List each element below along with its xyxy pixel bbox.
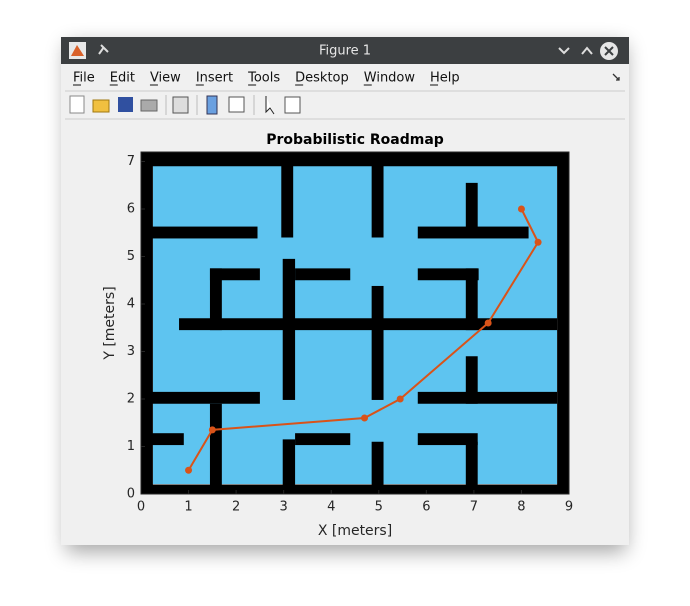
obstacle — [209, 268, 222, 331]
edit-plot-button[interactable] — [265, 96, 275, 115]
x-tick-label: 2 — [232, 500, 240, 515]
obstacle — [295, 268, 351, 281]
pin-icon[interactable] — [98, 44, 109, 55]
maximize-button[interactable] — [581, 46, 593, 55]
x-tick-label: 3 — [280, 500, 288, 515]
obstacle — [141, 484, 569, 494]
close-icon — [604, 46, 614, 56]
legend-button[interactable] — [228, 96, 245, 113]
x-tick-label: 4 — [327, 500, 335, 515]
save-button[interactable] — [118, 97, 133, 112]
menu-item[interactable]: Window — [364, 71, 416, 86]
y-tick-label: 0 — [127, 487, 135, 502]
path-node — [185, 466, 193, 474]
obstacle — [371, 285, 384, 400]
obstacle — [141, 152, 569, 167]
y-tick-label: 3 — [127, 344, 135, 359]
obstacle — [141, 433, 184, 446]
print-button[interactable] — [140, 99, 158, 112]
path-node — [534, 238, 542, 246]
obstacle — [209, 403, 222, 494]
y-tick-label: 4 — [127, 297, 135, 312]
obstacle — [141, 391, 260, 404]
new-figure-button[interactable] — [69, 95, 85, 114]
open-button[interactable] — [92, 99, 110, 113]
obstacle — [465, 182, 478, 238]
x-tick-label: 0 — [137, 500, 145, 515]
window-title: Figure 1 — [319, 44, 371, 59]
y-tick-label: 1 — [127, 439, 135, 454]
minimize-button[interactable] — [558, 47, 570, 55]
obstacle — [282, 258, 296, 400]
colorbar-button[interactable] — [206, 95, 218, 115]
menu-item[interactable]: View — [150, 71, 181, 86]
property-editor-button[interactable] — [284, 96, 301, 114]
path-node — [484, 319, 492, 327]
y-axis-label: Y [meters] — [102, 286, 118, 360]
path-node — [361, 414, 369, 422]
menu-item[interactable]: Edit — [110, 71, 135, 86]
path-node — [396, 395, 404, 403]
y-tick-label: 7 — [127, 154, 135, 169]
obstacle — [282, 439, 296, 494]
menu-bar: File Edit View Insert Tools Desktop Window Help — [73, 71, 460, 86]
obstacle — [465, 441, 478, 494]
menu-dock-arrow[interactable] — [612, 73, 620, 81]
menu-item[interactable]: Tools — [247, 71, 280, 86]
title-bar — [61, 37, 629, 64]
obstacle — [465, 356, 478, 404]
chart-title: Probabilistic Roadmap — [266, 132, 444, 148]
obstacle — [557, 152, 569, 494]
obstacle — [295, 433, 351, 446]
obstacle — [141, 226, 258, 239]
obstacle — [209, 268, 260, 281]
obstacle — [417, 433, 478, 446]
x-axis-label: X [meters] — [318, 523, 392, 539]
y-tick-label: 6 — [127, 202, 135, 217]
x-tick-label: 5 — [375, 500, 383, 515]
menu-item[interactable]: Help — [430, 71, 460, 86]
obstacle — [371, 152, 384, 238]
path-node — [517, 205, 525, 213]
x-tick-label: 9 — [565, 500, 573, 515]
obstacle — [141, 152, 153, 494]
obstacle — [465, 268, 478, 331]
obstacle — [417, 268, 479, 281]
obstacle — [371, 441, 384, 494]
x-tick-label: 8 — [517, 500, 525, 515]
x-tick-label: 1 — [184, 500, 192, 515]
path-node — [208, 426, 216, 434]
axes: 0 1 2 3 4 5 6 7 8 9 0 1 2 3 4 5 6 7 Probabilistic Roadmap X… — [102, 132, 573, 539]
menu-item[interactable]: Insert — [196, 71, 233, 86]
menu-item[interactable]: File — [73, 71, 95, 86]
obstacle — [281, 152, 294, 238]
obstacle — [417, 391, 558, 404]
app-icon-logo — [71, 45, 84, 56]
menu-item[interactable]: Desktop — [295, 71, 349, 86]
axes-box — [140, 151, 570, 495]
y-tick-label: 5 — [127, 249, 135, 264]
link-button[interactable] — [172, 96, 189, 114]
y-tick-label: 2 — [127, 392, 135, 407]
x-tick-label: 7 — [470, 500, 478, 515]
obstacle — [179, 318, 558, 331]
toolbar — [69, 95, 301, 115]
x-tick-label: 6 — [422, 500, 430, 515]
